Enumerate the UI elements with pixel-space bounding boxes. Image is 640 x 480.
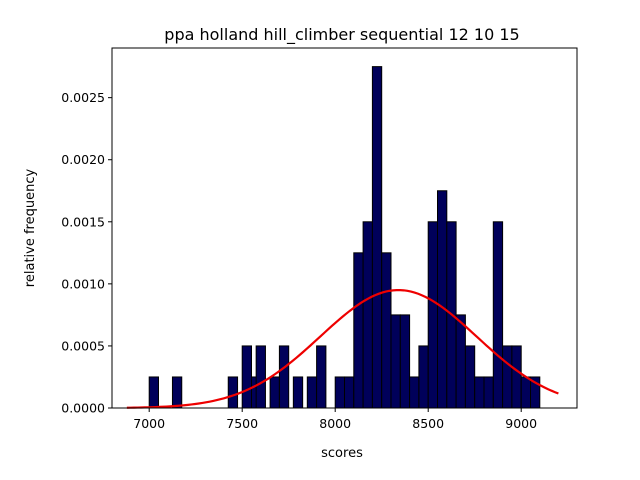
y-tick-label: 0.0020 [61,152,105,167]
histogram-bar [520,376,532,409]
x-tick-label: 7500 [226,416,258,431]
histogram-bar [171,376,183,409]
histogram-bar [148,376,159,409]
chart-title: ppa holland hill_climber sequential 12 1… [164,25,519,45]
histogram-bar [278,345,290,409]
histogram-bar [292,376,304,409]
histogram-bar [437,190,448,409]
histogram-bar [399,314,411,409]
histogram-bar [409,376,420,409]
x-axis-label: scores [321,446,363,461]
y-axis-ticks: 0.0000 0.0005 0.0010 0.0015 0.0020 0.0025 [61,90,112,416]
histogram-bar [255,345,266,409]
histogram-bar [474,376,485,409]
histogram-bar [381,252,392,409]
y-tick-label: 0.0010 [61,276,105,291]
y-tick-label: 0.0015 [61,214,105,229]
histogram-bar [418,345,429,409]
histogram-bar [492,221,504,409]
histogram-bar [502,345,513,409]
y-tick-label: 0.0005 [61,338,105,353]
histogram-bar [241,345,252,409]
histogram-bar [316,345,327,409]
plot-frame [111,47,578,409]
normal-fit-curve [126,289,559,409]
histogram-bar [306,376,318,409]
x-tick-label: 8500 [412,416,444,431]
histogram-bar [455,314,466,409]
histogram-bar [427,221,439,409]
y-tick-label: 0.0000 [61,401,105,416]
histogram-bar [511,345,522,409]
histogram-bar [269,376,280,409]
x-axis-ticks: 7000 7500 8000 8500 9000 [133,408,537,431]
y-axis-label: relative frequency [23,169,38,288]
x-tick-label: 8000 [319,416,351,431]
histogram-bar [464,345,476,409]
histogram-bar [227,376,239,409]
histogram-bar [483,376,494,409]
histogram-bar [353,252,364,409]
histogram-bar [362,221,373,409]
histogram-bar [334,376,346,409]
x-tick-label: 9000 [505,416,537,431]
y-tick-label: 0.0025 [61,90,105,105]
histogram-bar [390,314,401,409]
x-tick-label: 7000 [133,416,165,431]
histogram-bar [371,66,383,409]
histogram-bar [344,376,355,409]
